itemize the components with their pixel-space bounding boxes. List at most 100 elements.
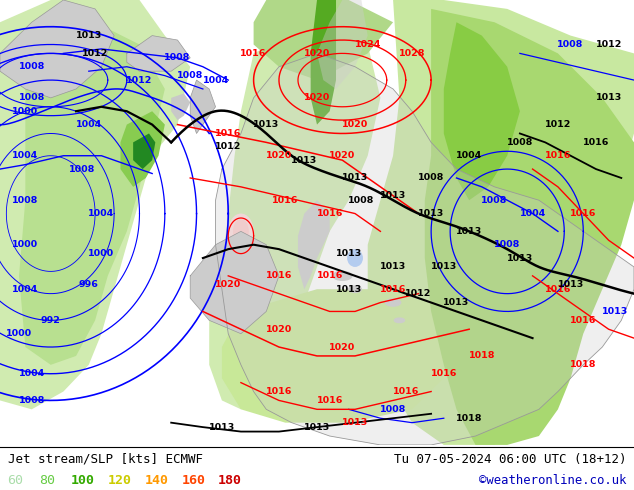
Polygon shape	[317, 0, 368, 89]
Text: 1008: 1008	[69, 165, 96, 173]
Text: 1004: 1004	[456, 151, 482, 160]
Polygon shape	[19, 22, 165, 365]
Text: 1016: 1016	[215, 129, 242, 138]
Text: 1013: 1013	[443, 298, 470, 307]
Text: 992: 992	[41, 316, 61, 325]
Polygon shape	[120, 111, 165, 187]
Text: 1013: 1013	[209, 422, 235, 432]
Text: 1004: 1004	[12, 285, 39, 294]
Text: 1016: 1016	[545, 151, 571, 160]
Text: 1020: 1020	[342, 120, 368, 129]
Text: 1012: 1012	[126, 75, 153, 85]
Polygon shape	[216, 53, 634, 445]
Text: 1013: 1013	[342, 418, 368, 427]
Text: 1008: 1008	[348, 196, 375, 205]
Text: 1020: 1020	[266, 325, 292, 334]
Polygon shape	[171, 94, 190, 120]
Polygon shape	[368, 0, 634, 445]
Text: 1020: 1020	[266, 151, 292, 160]
Text: 1016: 1016	[570, 209, 597, 218]
Text: 1013: 1013	[380, 263, 406, 271]
Text: 1000: 1000	[88, 249, 115, 258]
Text: 1008: 1008	[18, 396, 45, 405]
Polygon shape	[444, 22, 520, 200]
Polygon shape	[222, 289, 456, 423]
Ellipse shape	[333, 271, 352, 280]
Text: 1013: 1013	[304, 422, 330, 432]
Text: 1024: 1024	[354, 40, 381, 49]
Polygon shape	[133, 133, 155, 169]
Polygon shape	[190, 231, 279, 334]
Polygon shape	[190, 80, 216, 133]
Text: 996: 996	[79, 280, 99, 289]
Text: 1013: 1013	[507, 253, 533, 263]
Text: 1008: 1008	[507, 138, 533, 147]
Text: Jet stream/SLP [kts] ECMWF: Jet stream/SLP [kts] ECMWF	[8, 453, 203, 466]
Ellipse shape	[394, 318, 404, 322]
Text: 1016: 1016	[316, 209, 343, 218]
Text: 1008: 1008	[18, 62, 45, 71]
Polygon shape	[425, 9, 634, 445]
Text: 100: 100	[71, 473, 95, 487]
Polygon shape	[209, 22, 380, 409]
Text: 1018: 1018	[570, 360, 597, 369]
Text: 1016: 1016	[316, 396, 343, 405]
Text: 1018: 1018	[456, 414, 482, 423]
Text: 1013: 1013	[418, 209, 444, 218]
Ellipse shape	[347, 249, 363, 267]
Text: 1004: 1004	[88, 209, 115, 218]
Text: 1012: 1012	[595, 40, 622, 49]
Text: 1016: 1016	[240, 49, 267, 58]
Text: 1013: 1013	[602, 307, 628, 316]
Ellipse shape	[233, 219, 249, 244]
Text: 1013: 1013	[557, 280, 584, 289]
Text: 1016: 1016	[266, 387, 292, 396]
Polygon shape	[127, 36, 190, 71]
Text: 1008: 1008	[494, 240, 521, 249]
Text: 80: 80	[39, 473, 55, 487]
Text: 1000: 1000	[12, 240, 39, 249]
Text: 1020: 1020	[215, 280, 242, 289]
Text: 1016: 1016	[272, 196, 299, 205]
Text: 1016: 1016	[316, 271, 343, 280]
Text: 1013: 1013	[595, 94, 622, 102]
Text: 1028: 1028	[399, 49, 425, 58]
Text: 1004: 1004	[18, 369, 45, 378]
Text: 1012: 1012	[82, 49, 108, 58]
Text: 1000: 1000	[12, 107, 39, 116]
Text: 1008: 1008	[12, 196, 39, 205]
Text: 1000: 1000	[6, 329, 32, 338]
Text: 1016: 1016	[392, 387, 419, 396]
Text: 1008: 1008	[418, 173, 444, 182]
Text: 1016: 1016	[430, 369, 457, 378]
Text: 1004: 1004	[202, 75, 229, 85]
Text: 1016: 1016	[570, 316, 597, 325]
Text: 1008: 1008	[557, 40, 584, 49]
Text: 1012: 1012	[405, 289, 432, 298]
Text: 1018: 1018	[469, 351, 495, 361]
Text: 1020: 1020	[329, 151, 356, 160]
Text: 60: 60	[8, 473, 23, 487]
Text: 120: 120	[108, 473, 132, 487]
Text: 1016: 1016	[266, 271, 292, 280]
Text: 1013: 1013	[75, 31, 102, 40]
Text: 1020: 1020	[329, 343, 356, 351]
Text: 160: 160	[181, 473, 205, 487]
Text: 1013: 1013	[342, 173, 368, 182]
Text: 1008: 1008	[18, 94, 45, 102]
Text: 1004: 1004	[75, 120, 102, 129]
Polygon shape	[298, 200, 330, 289]
Text: 1013: 1013	[335, 285, 362, 294]
Text: 1013: 1013	[291, 156, 318, 165]
Text: 1012: 1012	[545, 120, 571, 129]
Text: 1008: 1008	[380, 405, 406, 414]
Text: 1013: 1013	[380, 191, 406, 200]
Polygon shape	[0, 0, 190, 409]
Ellipse shape	[349, 286, 361, 293]
Text: 1016: 1016	[380, 285, 406, 294]
Text: 1004: 1004	[12, 151, 39, 160]
Text: 1020: 1020	[304, 49, 330, 58]
Text: Tu 07-05-2024 06:00 UTC (18+12): Tu 07-05-2024 06:00 UTC (18+12)	[394, 453, 626, 466]
Text: 1013: 1013	[456, 227, 482, 236]
Text: 180: 180	[218, 473, 242, 487]
